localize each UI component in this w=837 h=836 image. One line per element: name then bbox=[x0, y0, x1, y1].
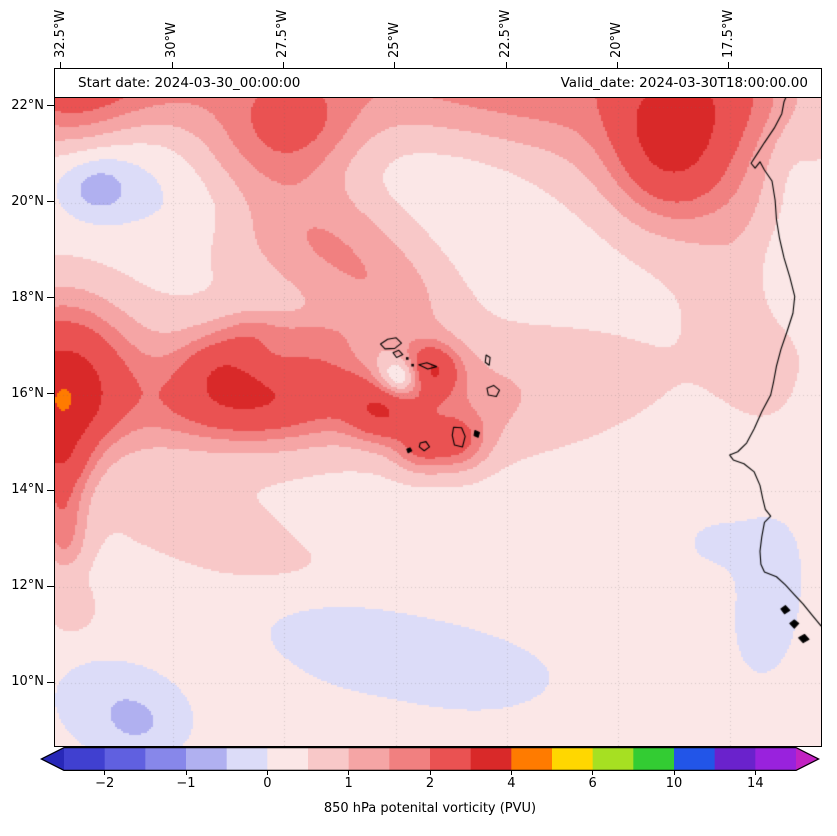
start-date-label: Start date: 2024-03-30_00:00:00 bbox=[78, 75, 301, 91]
colorbar-segment bbox=[348, 747, 390, 771]
left-axis-tick-label: 14°N bbox=[11, 482, 44, 498]
colorbar-tick bbox=[510, 771, 512, 775]
top-axis-tick bbox=[60, 62, 62, 68]
colorbar-title: 850 hPa potenital vorticity (PVU) bbox=[323, 801, 537, 816]
colorbar-tick bbox=[673, 771, 675, 775]
title-strip: Start date: 2024-03-30_00:00:00 Valid_da… bbox=[55, 69, 821, 98]
top-axis-tick-label: 17.5°W bbox=[720, 9, 736, 58]
colorbar-tick bbox=[429, 771, 431, 775]
colorbar-tick-label: 10 bbox=[665, 776, 683, 791]
colorbar-segment bbox=[511, 747, 553, 771]
colorbar-segment bbox=[755, 747, 797, 771]
top-axis-tick bbox=[394, 62, 396, 68]
colorbar-tick bbox=[754, 771, 756, 775]
top-axis-tick-label: 22.5°W bbox=[498, 9, 514, 58]
pv-field-canvas bbox=[55, 69, 821, 746]
top-axis-tick bbox=[505, 62, 507, 68]
colorbar-tick-label: 2 bbox=[425, 776, 435, 791]
colorbar-segment bbox=[633, 747, 675, 771]
left-axis-tick-label: 22°N bbox=[11, 97, 44, 113]
top-axis-tick-label: 25°W bbox=[386, 22, 402, 58]
top-axis-tick bbox=[282, 62, 284, 68]
left-axis-tick bbox=[47, 105, 54, 106]
colorbar-segment bbox=[267, 747, 309, 771]
colorbar-tick bbox=[266, 771, 268, 775]
colorbar-tick-label: −1 bbox=[176, 776, 196, 791]
left-axis-tick-label: 18°N bbox=[11, 289, 44, 305]
top-axis-tick bbox=[616, 62, 618, 68]
colorbar-strip bbox=[40, 747, 820, 771]
valid-date-label: Valid_date: 2024-03-30T18:00:00.00 bbox=[560, 75, 808, 91]
colorbar-segment bbox=[552, 747, 594, 771]
top-axis-tick-label: 30°W bbox=[164, 22, 180, 58]
colorbar-tick-label: 6 bbox=[588, 776, 597, 791]
colorbar-segment bbox=[308, 747, 350, 771]
left-axis-tick bbox=[47, 681, 54, 683]
left-axis-tick bbox=[47, 585, 54, 587]
colorbar-outline bbox=[40, 747, 820, 771]
colorbar-segment bbox=[226, 747, 268, 771]
colorbar-segment bbox=[714, 747, 756, 771]
left-axis-tick bbox=[47, 201, 54, 203]
colorbar bbox=[40, 747, 820, 771]
colorbar-tick bbox=[348, 771, 350, 775]
colorbar-tick-label: 14 bbox=[747, 776, 764, 791]
colorbar-segment bbox=[470, 747, 512, 771]
colorbar-segment bbox=[145, 747, 187, 771]
left-axis-tick bbox=[47, 393, 54, 395]
colorbar-over-arrow bbox=[796, 747, 820, 771]
colorbar-tick bbox=[185, 771, 187, 775]
top-axis-tick-label: 32.5°W bbox=[52, 9, 68, 58]
colorbar-tick bbox=[592, 771, 594, 775]
colorbar-segment bbox=[430, 747, 472, 771]
left-axis-tick bbox=[47, 297, 54, 299]
colorbar-tick bbox=[104, 771, 106, 775]
left-axis-tick-label: 16°N bbox=[11, 385, 44, 401]
colorbar-under-arrow bbox=[40, 747, 64, 771]
colorbar-segment bbox=[389, 747, 431, 771]
left-axis-tick-label: 10°N bbox=[11, 674, 44, 690]
left-axis-tick-label: 20°N bbox=[11, 193, 44, 209]
colorbar-tick-label: 1 bbox=[344, 776, 353, 791]
top-axis-tick bbox=[171, 62, 173, 68]
colorbar-segment bbox=[186, 747, 228, 771]
left-axis-tick bbox=[47, 489, 54, 491]
colorbar-segment bbox=[64, 747, 106, 771]
colorbar-tick-label: 0 bbox=[263, 776, 272, 791]
left-axis-tick-label: 12°N bbox=[11, 578, 44, 594]
colorbar-segment bbox=[592, 747, 634, 771]
map-axes: Start date: 2024-03-30_00:00:00 Valid_da… bbox=[54, 68, 822, 747]
top-axis-tick bbox=[728, 62, 730, 68]
colorbar-tick-label: 4 bbox=[507, 776, 516, 791]
top-axis-tick-label: 27.5°W bbox=[275, 9, 291, 58]
top-axis-tick-label: 20°W bbox=[609, 22, 625, 58]
colorbar-segment bbox=[674, 747, 716, 771]
colorbar-segment bbox=[104, 747, 146, 771]
colorbar-tick-label: −2 bbox=[95, 776, 115, 791]
